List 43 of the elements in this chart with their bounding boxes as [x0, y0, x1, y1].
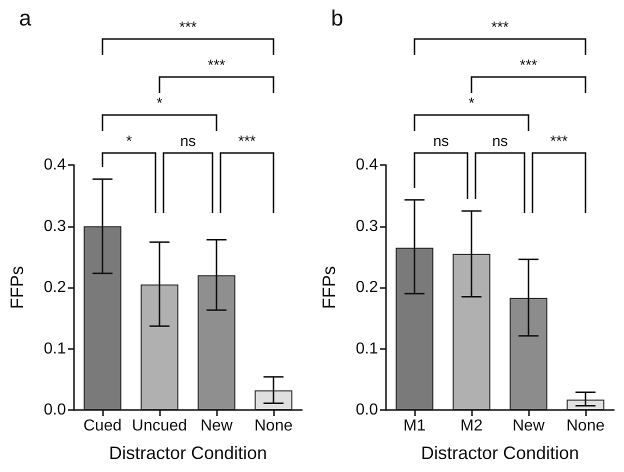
y-tick-label: 0.0 [44, 402, 66, 418]
x-tick-label: None [254, 418, 293, 434]
text: ns [492, 133, 508, 150]
text: ns [433, 133, 449, 150]
text: *** [520, 57, 538, 74]
y-tick-label: 0.2 [356, 279, 378, 296]
text: ns [180, 133, 196, 150]
y-tick-label: 0.4 [44, 156, 66, 174]
y-axis-title: FFPs [7, 266, 27, 309]
text: *** [491, 19, 509, 36]
text: *** [208, 57, 226, 74]
bar [254, 390, 292, 410]
y-tick-label: 0.4 [356, 156, 378, 174]
bar [198, 275, 236, 410]
x-tick-label: M2 [460, 418, 483, 434]
y-tick-label: 0.0 [356, 402, 378, 418]
y-tick-label: 0.3 [356, 218, 378, 235]
chart-title: b [331, 6, 344, 30]
bar [452, 254, 490, 410]
y-tick-label: 0.1 [356, 340, 378, 358]
x-tick-label: M1 [403, 418, 426, 434]
y-tick-label: 0.2 [44, 279, 66, 296]
x-tick-label: Cued [83, 418, 122, 434]
x-tick-label: New [512, 418, 545, 434]
x-axis-title: Distractor Condition [420, 443, 580, 463]
y-tick-label: 0.3 [44, 218, 66, 235]
x-tick-label: None [566, 418, 605, 434]
bar [510, 298, 548, 410]
bar [396, 248, 434, 410]
text: *** [238, 133, 256, 150]
text: *** [550, 133, 568, 150]
chart-title: a [19, 6, 32, 30]
text: *** [179, 19, 197, 36]
x-tick-label: Uncued [132, 418, 188, 434]
bar [140, 284, 178, 410]
y-tick-label: 0.1 [44, 340, 66, 358]
y-axis-title: FFPs [319, 266, 339, 309]
text: * [156, 95, 163, 112]
text: * [468, 95, 475, 112]
text: * [126, 133, 132, 150]
bar [84, 226, 122, 410]
x-axis-title: Distractor Condition [108, 443, 268, 463]
x-tick-label: New [200, 418, 233, 434]
